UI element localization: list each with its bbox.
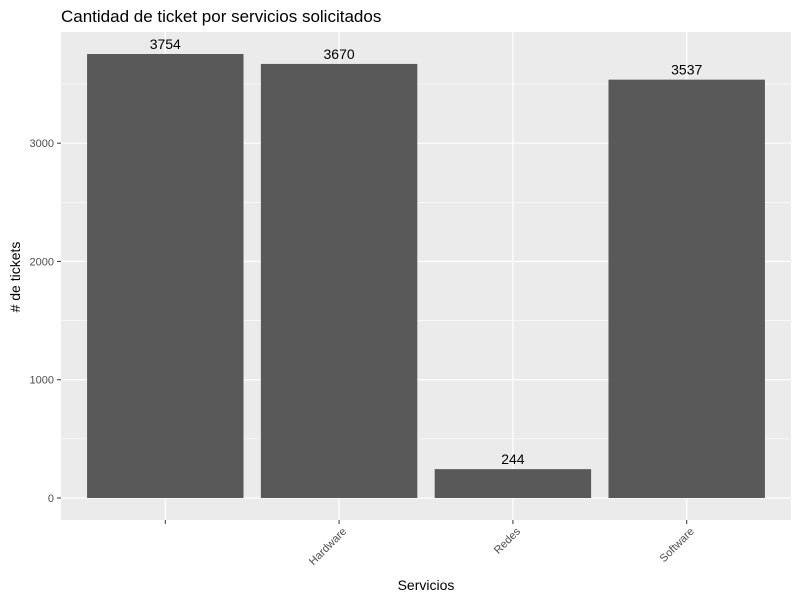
data-labels: 3754 3670 244 3537 (150, 36, 703, 467)
x-tick-label: Redes (492, 525, 523, 556)
x-tick-label: Hardware (307, 526, 349, 568)
bars (87, 53, 765, 499)
x-axis-title: Servicios (398, 577, 455, 593)
y-tick-label: 0 (48, 493, 54, 505)
y-tick-label: 1000 (30, 375, 54, 387)
x-axis: Hardware Redes Software (164, 520, 697, 568)
bar (608, 79, 765, 499)
y-tick-label: 3000 (30, 138, 54, 150)
y-tick-label: 2000 (30, 256, 54, 268)
y-axis: 0 1000 2000 3000 (30, 138, 61, 505)
data-label: 3537 (671, 62, 702, 78)
data-label: 244 (501, 451, 525, 467)
bar (434, 469, 592, 498)
data-label: 3754 (150, 36, 181, 52)
bar (260, 63, 418, 498)
x-tick-label: Software (658, 526, 697, 565)
data-label: 3670 (324, 46, 355, 62)
bar (87, 53, 244, 498)
chart-title: Cantidad de ticket por servicios solicit… (61, 7, 381, 26)
y-axis-title: # de tickets (7, 242, 23, 313)
